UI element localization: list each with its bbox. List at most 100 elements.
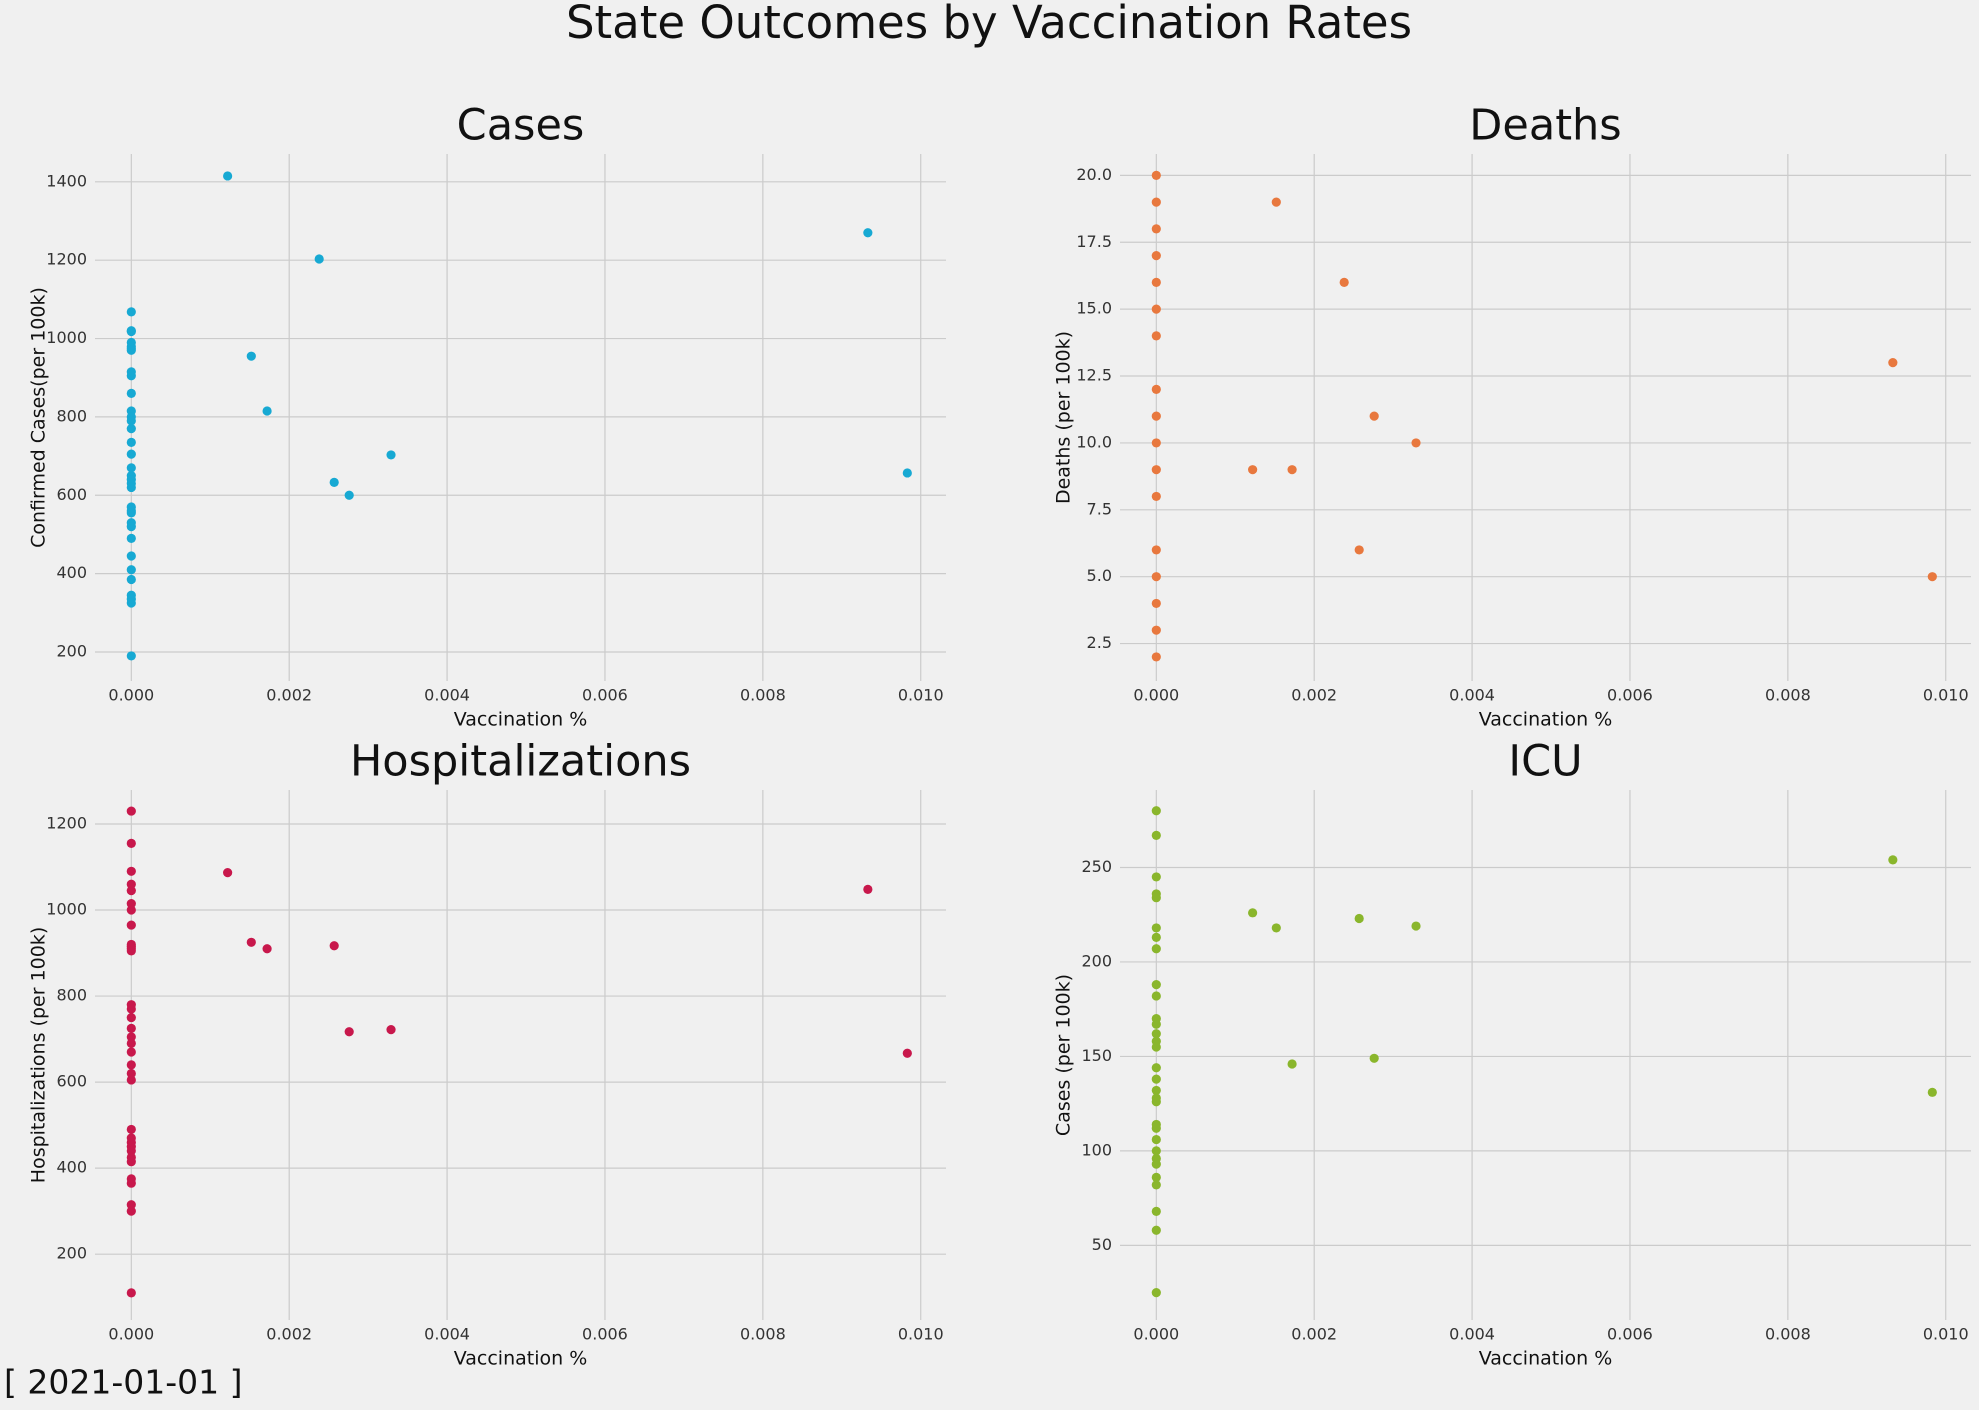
y-tick-label: 600 [56, 485, 87, 504]
x-tick-label: 0.006 [1607, 1325, 1653, 1344]
y-axis-label: Deaths (per 100k) [1053, 331, 1075, 504]
y-tick-label: 800 [56, 986, 87, 1005]
point [1151, 277, 1161, 288]
point [126, 345, 136, 355]
point [126, 898, 136, 909]
point [1151, 438, 1161, 448]
point [126, 1023, 136, 1033]
point [1151, 944, 1161, 954]
point [126, 946, 136, 956]
point [1151, 572, 1161, 582]
y-tick-label: 15.0 [1076, 299, 1112, 318]
point [1151, 625, 1161, 635]
point [1151, 1159, 1161, 1169]
y-tick-label: 20.0 [1076, 165, 1112, 184]
y-tick-label: 1200 [46, 813, 87, 832]
y-tick-label: 200 [56, 642, 87, 661]
point [1151, 251, 1161, 261]
point [1151, 170, 1161, 181]
point [126, 886, 136, 896]
x-tick-label: 0.000 [108, 686, 154, 705]
y-tick-label: 1000 [46, 900, 87, 919]
y-tick-label: 800 [56, 406, 87, 425]
x-axis-label: Vaccination % [1479, 709, 1613, 731]
x-tick-label: 0.006 [1607, 686, 1653, 705]
point [1369, 1053, 1379, 1063]
point [1151, 1225, 1161, 1235]
point [126, 1068, 136, 1079]
point [1248, 908, 1258, 918]
x-tick-label: 0.002 [1291, 686, 1337, 705]
point [1287, 1059, 1297, 1069]
point [1369, 411, 1379, 421]
point [1151, 830, 1161, 840]
point [126, 463, 136, 473]
x-tick-label: 0.000 [1133, 686, 1179, 705]
y-tick-label: 400 [56, 563, 87, 582]
point [1151, 224, 1161, 234]
y-tick-label: 12.5 [1076, 366, 1112, 385]
y-tick-label: 200 [1081, 951, 1112, 970]
point [1151, 1097, 1161, 1107]
point [1151, 991, 1161, 1001]
point [262, 944, 272, 954]
point [126, 598, 136, 608]
x-tick-label: 0.010 [1923, 1325, 1969, 1344]
subplot-title: ICU [1508, 737, 1582, 787]
point [1151, 1019, 1161, 1029]
x-tick-label: 0.004 [1449, 1325, 1495, 1344]
y-tick-label: 5.0 [1087, 566, 1112, 585]
point [126, 651, 136, 661]
point [126, 326, 136, 337]
x-tick-label: 0.010 [898, 1325, 944, 1344]
x-axis-label: Vaccination % [454, 1348, 588, 1370]
point [1271, 197, 1281, 207]
x-tick-label: 0.002 [1291, 1325, 1337, 1344]
point [314, 254, 324, 264]
point [126, 806, 136, 816]
x-tick-label: 0.002 [266, 1325, 312, 1344]
point [126, 551, 136, 561]
point [1151, 652, 1161, 662]
y-tick-label: 100 [1081, 1140, 1112, 1159]
point [1151, 197, 1161, 207]
point [126, 574, 136, 585]
point [1151, 1180, 1161, 1190]
y-axis-label: Hospitalizations (per 100k) [28, 927, 50, 1183]
y-tick-label: 400 [56, 1158, 87, 1177]
point [1151, 1085, 1161, 1096]
x-tick-label: 0.004 [424, 686, 470, 705]
point [1151, 980, 1161, 990]
x-tick-label: 0.006 [582, 1325, 628, 1344]
point [1888, 855, 1898, 865]
point [1151, 1206, 1161, 1216]
point [126, 905, 136, 915]
x-tick-label: 0.006 [582, 686, 628, 705]
point [126, 838, 136, 848]
point [1151, 465, 1161, 475]
point [1151, 545, 1161, 555]
point [126, 1157, 136, 1167]
point [246, 351, 256, 361]
point [126, 533, 136, 543]
y-tick-label: 250 [1081, 857, 1112, 876]
point [126, 1178, 136, 1188]
y-tick-label: 150 [1081, 1046, 1112, 1065]
point [386, 1025, 396, 1035]
x-tick-label: 0.000 [1133, 1325, 1179, 1344]
point [1151, 923, 1161, 933]
point [126, 307, 136, 317]
point [126, 1004, 136, 1014]
point [344, 1027, 354, 1037]
point [329, 941, 339, 951]
subplot-title: Deaths [1469, 101, 1621, 151]
x-tick-label: 0.008 [740, 686, 786, 705]
y-tick-label: 600 [56, 1072, 87, 1091]
x-tick-label: 0.002 [266, 686, 312, 705]
point [126, 388, 136, 399]
point [1151, 893, 1161, 903]
x-tick-label: 0.008 [740, 1325, 786, 1344]
point [1151, 1288, 1161, 1298]
